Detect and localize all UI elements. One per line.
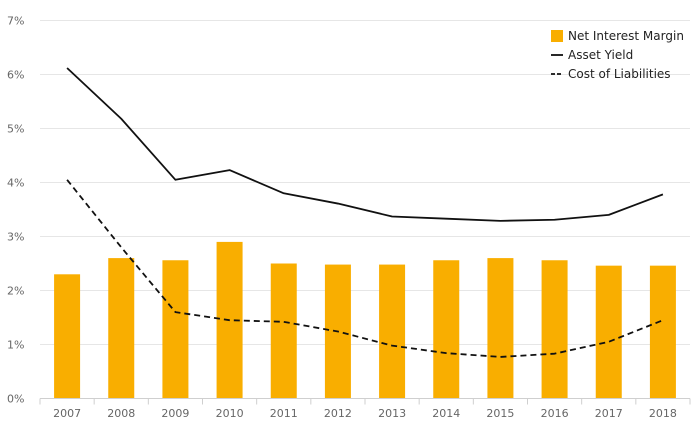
legend: Net Interest Margin Asset Yield Cost of Li… [551, 29, 684, 81]
x-tick-label: 2012 [324, 407, 352, 420]
bar [541, 260, 568, 399]
bar [108, 258, 135, 399]
x-tick-label: 2011 [270, 407, 298, 420]
legend-swatch-bar [551, 30, 563, 42]
bar [379, 264, 406, 399]
asset-yield-line [66, 67, 664, 222]
y-tick-label: 2% [7, 285, 24, 298]
x-tick-label: 2016 [541, 407, 569, 420]
y-tick-label: 4% [7, 177, 24, 190]
x-tick-label: 2008 [107, 407, 135, 420]
legend-label: Net Interest Margin [568, 29, 684, 43]
y-tick-label: 5% [7, 123, 24, 136]
bar [54, 274, 81, 399]
bar [270, 263, 297, 399]
y-tick-label: 6% [7, 69, 24, 82]
x-tick-label: 2015 [486, 407, 514, 420]
y-tick-label: 1% [7, 339, 24, 352]
x-tick-label: 2007 [53, 407, 81, 420]
x-tick-label: 2018 [649, 407, 677, 420]
bar [433, 260, 460, 399]
bar [649, 265, 676, 399]
bar [487, 258, 514, 399]
axes: 0% 1% 2% 3% 4% 5% 6% 7% 2007 2008 2009 2010 2011 2012… [7, 15, 691, 420]
y-tick-label: 7% [7, 15, 24, 28]
bar [595, 265, 622, 399]
y-tick-label: 3% [7, 231, 24, 244]
y-tick-label: 0% [7, 393, 24, 406]
x-tick-label: 2017 [595, 407, 623, 420]
bar-series [54, 241, 676, 399]
x-tick-label: 2014 [432, 407, 460, 420]
cost-of-liabilities-line [66, 179, 664, 358]
bar [162, 260, 189, 399]
legend-label: Cost of Liabilities [568, 67, 671, 81]
gridlines [40, 20, 690, 345]
line-series [66, 67, 664, 358]
x-tick-label: 2013 [378, 407, 406, 420]
x-tick-label: 2010 [216, 407, 244, 420]
x-tick-label: 2009 [161, 407, 189, 420]
legend-label: Asset Yield [568, 48, 633, 62]
